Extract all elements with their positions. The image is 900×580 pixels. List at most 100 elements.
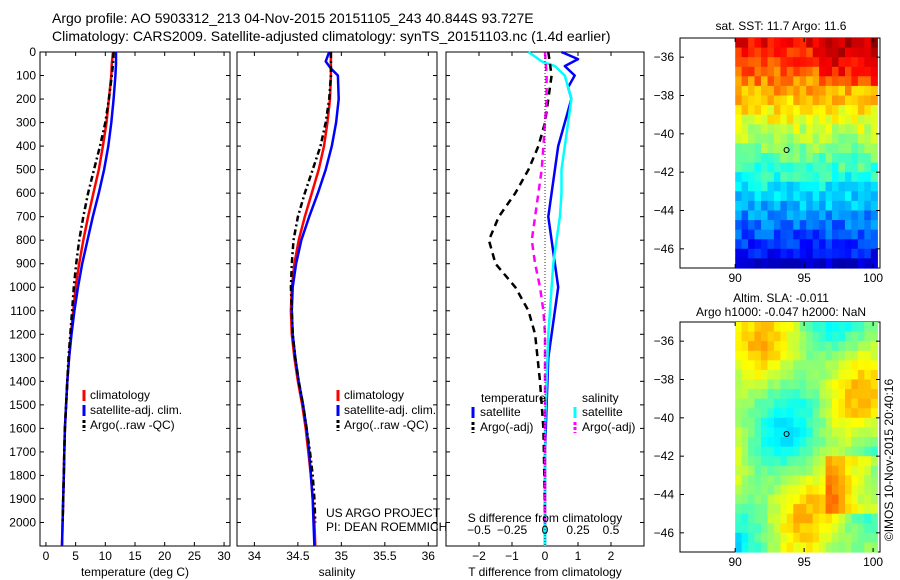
series-line xyxy=(289,52,333,523)
map-cell xyxy=(825,331,833,342)
map-cell xyxy=(845,239,853,250)
map-cell xyxy=(838,133,846,144)
map-cell xyxy=(773,181,781,192)
credit-project: US ARGO PROJECT xyxy=(326,506,441,520)
map-cell xyxy=(799,76,807,87)
map-cell xyxy=(819,389,827,400)
map-cell xyxy=(845,38,853,49)
map-cell xyxy=(806,456,814,467)
map-cell xyxy=(851,220,859,231)
map-cell xyxy=(870,38,878,49)
map-cell xyxy=(786,38,794,49)
map-cell xyxy=(748,38,756,49)
map-cell xyxy=(748,258,756,269)
map-cell xyxy=(741,504,749,515)
map-cell xyxy=(799,360,807,371)
map-cell xyxy=(735,76,743,87)
map-cell xyxy=(832,513,840,524)
map-cell xyxy=(864,398,872,409)
map-cell xyxy=(793,200,801,212)
map-cell xyxy=(741,114,749,125)
map-cell xyxy=(806,114,814,125)
map-cell xyxy=(761,322,769,333)
map-cell xyxy=(864,341,872,352)
map-cell xyxy=(845,181,853,192)
map-cell xyxy=(845,417,853,428)
map-cell xyxy=(767,191,775,202)
map-cell xyxy=(793,437,801,448)
map-cell xyxy=(825,465,833,476)
map-cell xyxy=(748,162,756,173)
map-cell xyxy=(761,513,769,524)
map-cell xyxy=(832,85,840,97)
legend-title: temperature xyxy=(481,391,546,405)
map-cell xyxy=(832,408,840,419)
map-x-tick-label: 90 xyxy=(728,555,742,569)
map-cell xyxy=(767,66,775,77)
map-cell xyxy=(780,210,788,221)
map-cell xyxy=(864,95,872,106)
map-cell xyxy=(773,408,781,419)
map-cell xyxy=(761,475,769,486)
map-cell xyxy=(812,475,820,486)
map-cell xyxy=(838,47,846,58)
map-cell xyxy=(799,124,807,135)
map-cell xyxy=(851,437,859,448)
map-cell xyxy=(754,210,762,221)
map-cell xyxy=(819,446,827,457)
map-cell xyxy=(857,200,865,212)
map-cell xyxy=(851,172,859,183)
map-cell xyxy=(761,484,769,496)
map-cell xyxy=(819,360,827,371)
map-x-tick-label: 100 xyxy=(863,555,883,569)
map-cell xyxy=(754,456,762,467)
map-cell xyxy=(735,513,743,524)
map-cell xyxy=(754,105,762,116)
map-cell xyxy=(786,322,794,333)
map-cell xyxy=(825,446,833,457)
map-cell xyxy=(819,437,827,448)
map-cell xyxy=(786,95,794,106)
x-tick-label: 20 xyxy=(158,549,172,563)
map-cell xyxy=(838,181,846,192)
map-cell xyxy=(780,360,788,371)
map-cell xyxy=(793,66,801,77)
map-cell xyxy=(870,417,878,428)
map-cell xyxy=(780,417,788,428)
map-cell xyxy=(799,85,807,97)
map-cell xyxy=(754,162,762,173)
map-cell xyxy=(735,437,743,448)
depth-tick-label: 700 xyxy=(16,210,36,224)
map-cell xyxy=(741,133,749,144)
map-cell xyxy=(748,200,756,212)
legend-label: satellite xyxy=(480,405,521,419)
sla-map-title: Altim. SLA: -0.011 xyxy=(733,291,829,305)
map-cell xyxy=(748,379,756,390)
map-cell xyxy=(845,162,853,173)
map-cell xyxy=(748,389,756,400)
map-cell xyxy=(754,76,762,87)
map-cell xyxy=(741,95,749,106)
x-tick-label: 30 xyxy=(217,549,231,563)
map-cell xyxy=(735,220,743,231)
map-cell xyxy=(825,153,833,164)
map-cell xyxy=(754,360,762,371)
map-cell xyxy=(857,191,865,202)
map-cell xyxy=(819,465,827,476)
map-cell xyxy=(786,379,794,390)
map-cell xyxy=(851,248,859,259)
map-cell xyxy=(761,172,769,183)
map-cell xyxy=(806,350,814,361)
map-cell xyxy=(786,133,794,144)
map-cell xyxy=(851,369,859,381)
map-cell xyxy=(864,513,872,524)
map-cell xyxy=(773,57,781,68)
map-cell xyxy=(832,523,840,534)
map-cell xyxy=(780,341,788,352)
map-cell xyxy=(748,322,756,333)
sla-map-title2: Argo h1000: -0.047 h2000: NaN xyxy=(696,305,866,319)
map-cell xyxy=(767,162,775,173)
map-cell xyxy=(870,341,878,352)
map-cell xyxy=(741,229,749,240)
map-cell xyxy=(741,239,749,250)
